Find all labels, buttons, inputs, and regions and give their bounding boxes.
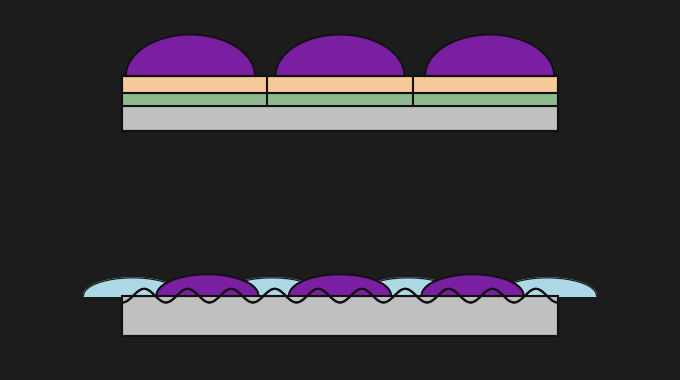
Polygon shape xyxy=(84,278,182,296)
Polygon shape xyxy=(223,278,321,296)
Polygon shape xyxy=(422,274,524,296)
Polygon shape xyxy=(156,274,258,296)
Polygon shape xyxy=(126,35,255,76)
Bar xyxy=(122,106,558,131)
Bar xyxy=(122,76,558,131)
Bar xyxy=(122,296,558,336)
Polygon shape xyxy=(425,35,554,76)
Polygon shape xyxy=(289,274,391,296)
Polygon shape xyxy=(122,289,558,302)
Bar xyxy=(122,296,558,336)
Polygon shape xyxy=(359,278,457,296)
Bar xyxy=(122,76,558,93)
Polygon shape xyxy=(275,35,405,76)
Bar xyxy=(122,93,558,106)
Polygon shape xyxy=(498,278,596,296)
